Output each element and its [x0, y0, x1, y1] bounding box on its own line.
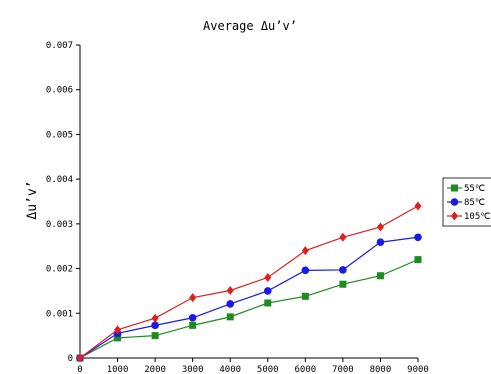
x-tick-label: 9000: [407, 365, 429, 374]
x-tick-label: 5000: [257, 365, 279, 374]
legend: 55℃ 85℃ 105℃: [442, 177, 491, 227]
y-tick-label: 0.001: [46, 309, 73, 319]
x-tick-label: 1000: [107, 365, 129, 374]
x-tick-label: 6000: [294, 365, 316, 374]
y-tick-label: 0.007: [46, 41, 73, 51]
data-point: [301, 246, 309, 256]
series-line: [79, 259, 419, 359]
x-tick-label: 8000: [370, 365, 392, 374]
data-point: [414, 256, 422, 264]
data-point: [114, 334, 122, 342]
series-layer: [76, 201, 422, 363]
data-point: [188, 313, 197, 322]
data-point: [76, 353, 84, 363]
y-tick-label: 0.006: [46, 86, 73, 96]
data-point: [301, 266, 310, 275]
x-tick-label: 0: [77, 365, 82, 374]
data-point: [376, 222, 384, 232]
chart-title: Average Δu’v’: [203, 19, 297, 33]
series-2: [76, 201, 422, 363]
legend-item: 55℃: [447, 184, 485, 194]
data-point: [151, 321, 159, 330]
series-0: [76, 256, 422, 362]
data-point: [339, 232, 347, 242]
data-point: [301, 292, 309, 300]
data-point: [151, 313, 159, 323]
data-point: [264, 273, 272, 283]
data-point: [226, 300, 235, 308]
data-point: [151, 332, 159, 340]
data-point: [226, 285, 234, 295]
data-point: [414, 233, 422, 242]
x-tick-label: 4000: [219, 365, 241, 374]
legend-label: 105℃: [464, 212, 490, 222]
data-point: [414, 201, 422, 211]
y-tick-label: 0: [68, 354, 73, 364]
data-point: [339, 280, 347, 288]
data-point: [226, 313, 234, 321]
y-tick-label: 0.004: [46, 175, 73, 185]
data-point: [376, 272, 384, 280]
series-1: [76, 233, 422, 362]
x-tick-label: 7000: [332, 365, 354, 374]
data-point: [376, 238, 385, 246]
y-tick-label: 0.003: [46, 220, 73, 230]
legend-marker: [451, 184, 458, 192]
legend-item: 105℃: [447, 211, 490, 222]
axes: 0 0.001 0.002 0.003 0.004 0.005 0.006 0.007 0 100…: [46, 41, 429, 374]
y-axis-label: Δu’v’: [25, 180, 40, 219]
x-tick-label: 3000: [182, 365, 204, 374]
legend-label: 85℃: [464, 198, 485, 208]
data-point: [339, 266, 347, 274]
legend-marker: [451, 211, 458, 221]
data-point: [114, 325, 122, 335]
data-point: [189, 321, 197, 329]
series-line: [79, 205, 419, 359]
y-tick-label: 0.005: [46, 130, 73, 140]
legend-label: 55℃: [464, 184, 485, 194]
x-tick-label: 2000: [144, 365, 166, 374]
data-point: [263, 287, 272, 295]
series-line: [79, 236, 419, 359]
legend-item: 85℃: [447, 198, 485, 208]
data-point: [264, 299, 272, 307]
legend-marker: [450, 198, 459, 206]
y-tick-label: 0.002: [46, 265, 73, 275]
data-point: [189, 293, 197, 303]
